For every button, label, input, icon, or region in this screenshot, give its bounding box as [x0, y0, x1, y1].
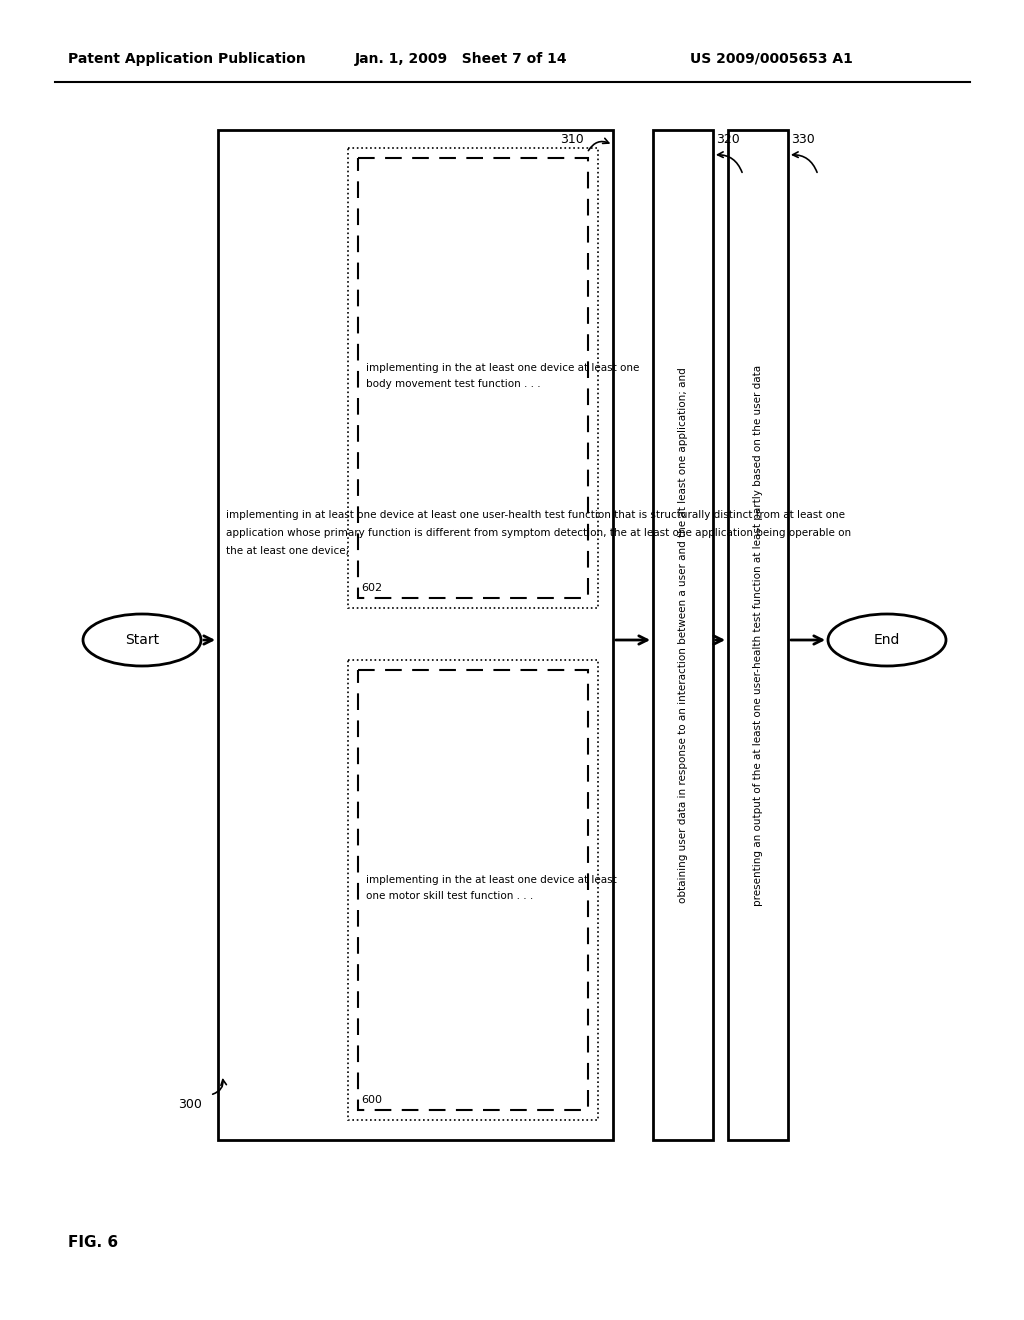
Bar [358, 671, 588, 1110]
Text: presenting an output of the at least one user-health test function at least part: presenting an output of the at least one… [753, 364, 763, 906]
Text: Start: Start [125, 634, 159, 647]
Text: 600: 600 [361, 1096, 382, 1105]
Bar [728, 129, 788, 1140]
Text: FIG. 6: FIG. 6 [68, 1236, 118, 1250]
Text: 310: 310 [560, 133, 584, 147]
Text: implementing in the at least one device at least: implementing in the at least one device … [366, 875, 616, 884]
Text: 602: 602 [361, 583, 382, 593]
Text: End: End [873, 634, 900, 647]
Text: 320: 320 [716, 133, 739, 147]
Text: Patent Application Publication: Patent Application Publication [68, 51, 306, 66]
Bar [348, 148, 598, 609]
Bar [653, 129, 713, 1140]
Text: implementing in the at least one device at least one: implementing in the at least one device … [366, 363, 639, 374]
Text: 300: 300 [178, 1098, 202, 1111]
Ellipse shape [83, 614, 201, 667]
Bar [348, 660, 598, 1119]
Bar [358, 158, 588, 598]
Text: body movement test function . . .: body movement test function . . . [366, 379, 541, 389]
Text: one motor skill test function . . .: one motor skill test function . . . [366, 891, 534, 902]
Text: the at least one device;: the at least one device; [226, 546, 349, 556]
Bar [218, 129, 613, 1140]
Text: implementing in at least one device at least one user-health test function that : implementing in at least one device at l… [226, 510, 845, 520]
Text: 330: 330 [791, 133, 815, 147]
Ellipse shape [828, 614, 946, 667]
Text: US 2009/0005653 A1: US 2009/0005653 A1 [690, 51, 853, 66]
Text: application whose primary function is different from symptom detection, the at l: application whose primary function is di… [226, 528, 851, 539]
Text: obtaining user data in response to an interaction between a user and the at leas: obtaining user data in response to an in… [678, 367, 688, 903]
Text: Jan. 1, 2009   Sheet 7 of 14: Jan. 1, 2009 Sheet 7 of 14 [355, 51, 567, 66]
